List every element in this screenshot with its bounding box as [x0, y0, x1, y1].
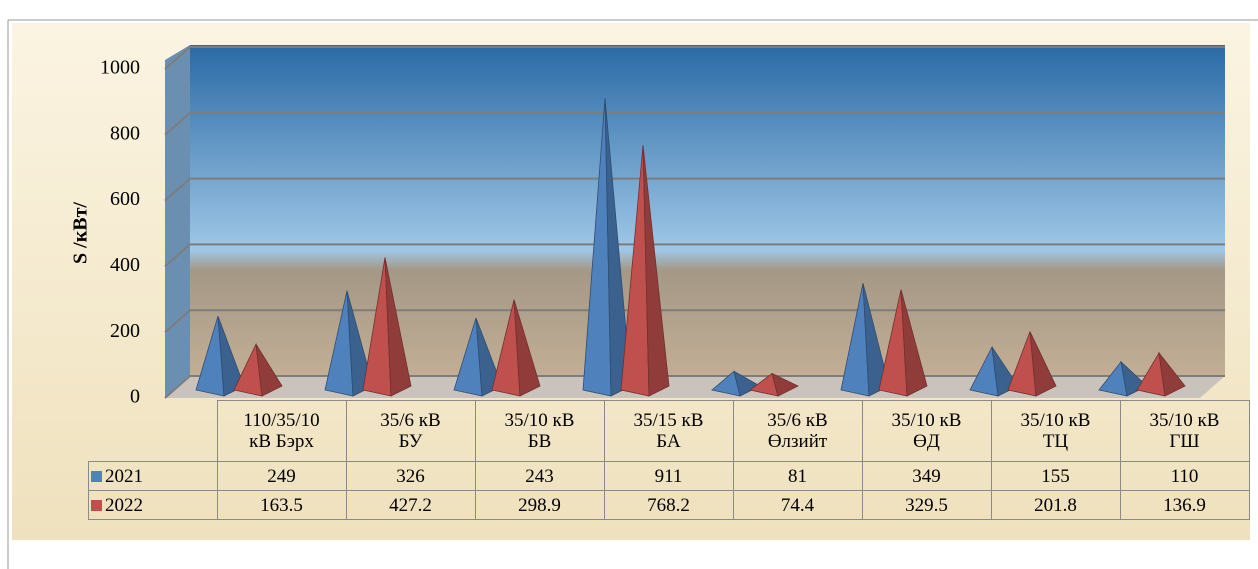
category-label: 35/10 кВ БВ [474, 400, 605, 462]
data-table: 110/35/10 кВ Бэрх 35/6 кВ БУ 35/10 кВ БВ 35… [88, 400, 1250, 520]
legend-label: 2022 [105, 494, 143, 516]
y-tick-label: 800 [110, 122, 140, 144]
category-label: 35/10 кВ ӨД [861, 400, 992, 462]
pyramid [582, 98, 632, 397]
pyramid [620, 145, 670, 397]
legend-label: 2021 [105, 465, 143, 487]
pyramid [195, 315, 245, 397]
pyramid [324, 290, 374, 397]
category-label: 110/35/10 кВ Бэрх [216, 400, 347, 462]
pyramid [840, 283, 890, 397]
y-tick-label: 1000 [100, 57, 140, 79]
value-cell: 329.5 [861, 490, 992, 520]
grid-line [164, 309, 1225, 333]
y-tick-label: 400 [110, 254, 140, 276]
y-tick-label: 0 [130, 386, 140, 408]
y-axis-label: S /кВт/ [70, 202, 92, 264]
grid-line [164, 111, 1225, 136]
table-row: 2021 249 326 243 911 81 349 155 110 [88, 461, 1250, 491]
value-cell: 163.5 [216, 490, 347, 520]
value-cell: 74.4 [732, 490, 863, 520]
table-row: 2022 163.5 427.2 298.9 768.2 74.4 329.5 201.8 13… [88, 490, 1250, 520]
pyramid [711, 370, 761, 397]
legend-cell: 2021 [88, 461, 218, 491]
side-wall [165, 45, 190, 398]
value-cell: 81 [732, 461, 863, 491]
legend-cell: 2022 [88, 490, 218, 520]
category-label: 35/10 кВ ТЦ [990, 400, 1121, 462]
pyramid-side [604, 98, 632, 397]
pyramid-side [1029, 331, 1057, 397]
pyramid [1007, 331, 1057, 397]
pyramid [362, 257, 412, 397]
value-cell: 911 [603, 461, 734, 491]
pyramid [233, 342, 283, 397]
legend-swatch [91, 470, 102, 482]
value-cell: 349 [861, 461, 992, 491]
pyramid-side [384, 257, 412, 397]
value-cell: 155 [990, 461, 1121, 491]
value-cell: 249 [216, 461, 347, 491]
pyramid-side [733, 370, 761, 397]
value-cell: 326 [345, 461, 476, 491]
legend-swatch [91, 499, 102, 511]
value-cell: 243 [474, 461, 605, 491]
pyramid-side [513, 299, 541, 397]
category-label: 35/6 кВ БУ [345, 400, 476, 462]
pyramid-side [642, 145, 670, 397]
grid-line [164, 243, 1225, 268]
y-tick-label: 600 [110, 188, 140, 210]
pyramid [1136, 351, 1186, 397]
pyramid-side [771, 372, 799, 397]
pyramid-side [900, 289, 928, 397]
value-cell: 298.9 [474, 490, 605, 520]
grid-line [164, 46, 1225, 70]
pyramid [491, 299, 541, 397]
value-cell: 136.9 [1119, 490, 1250, 520]
pyramid [878, 289, 928, 397]
pyramid-side [1158, 351, 1186, 397]
value-cell: 110 [1119, 461, 1250, 491]
category-label: 35/15 кВ БА [603, 400, 734, 462]
pyramid-side [217, 315, 245, 397]
back-wall [190, 45, 1225, 376]
value-cell: 427.2 [345, 490, 476, 520]
pyramid-side [255, 343, 283, 397]
floor [165, 376, 1225, 398]
pyramid-side [862, 283, 890, 397]
y-tick-label: 200 [110, 320, 140, 342]
value-cell: 768.2 [603, 490, 734, 520]
pyramid [749, 372, 799, 397]
category-label: 35/6 кВ Өлзийт [732, 400, 863, 462]
value-cell: 201.8 [990, 490, 1121, 520]
category-label: 35/10 кВ ГШ [1119, 400, 1250, 462]
grid-line [164, 177, 1225, 202]
